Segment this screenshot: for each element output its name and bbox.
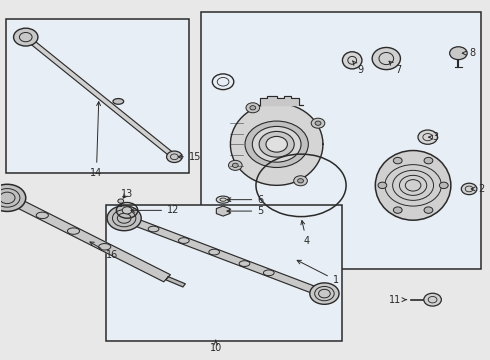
Circle shape [378, 182, 387, 189]
Circle shape [424, 207, 433, 213]
Text: 10: 10 [210, 340, 222, 353]
Text: 4: 4 [301, 221, 310, 246]
Circle shape [310, 283, 339, 304]
Ellipse shape [375, 150, 451, 220]
Text: 12: 12 [131, 205, 179, 215]
Polygon shape [26, 37, 176, 158]
Text: 9: 9 [352, 61, 363, 75]
Text: 16: 16 [90, 242, 119, 260]
Polygon shape [216, 206, 230, 216]
Circle shape [232, 163, 238, 167]
Circle shape [250, 105, 256, 110]
Circle shape [252, 126, 301, 162]
Polygon shape [255, 96, 303, 105]
Circle shape [418, 130, 438, 144]
Circle shape [167, 151, 182, 162]
Circle shape [294, 176, 307, 186]
Ellipse shape [216, 196, 230, 203]
Circle shape [246, 103, 260, 113]
Circle shape [440, 182, 448, 189]
FancyBboxPatch shape [6, 19, 189, 173]
Circle shape [245, 121, 308, 167]
Circle shape [259, 131, 294, 157]
Circle shape [424, 293, 441, 306]
Circle shape [107, 206, 141, 231]
Text: 11: 11 [389, 295, 407, 305]
Circle shape [228, 160, 242, 170]
Ellipse shape [372, 48, 400, 69]
Circle shape [461, 183, 477, 195]
Circle shape [424, 157, 433, 164]
Text: 15: 15 [178, 152, 201, 162]
Polygon shape [230, 103, 323, 185]
Circle shape [393, 207, 402, 213]
Text: 2: 2 [471, 184, 484, 194]
Text: 5: 5 [227, 206, 264, 216]
Circle shape [297, 179, 303, 183]
Polygon shape [121, 214, 328, 297]
Text: 6: 6 [227, 195, 263, 204]
FancyBboxPatch shape [106, 205, 343, 341]
Circle shape [14, 28, 38, 46]
Polygon shape [166, 277, 185, 287]
Circle shape [0, 184, 26, 211]
Text: 3: 3 [429, 132, 439, 142]
Circle shape [266, 136, 288, 152]
Circle shape [118, 199, 123, 203]
Circle shape [393, 157, 402, 164]
FancyBboxPatch shape [201, 12, 481, 269]
Text: 8: 8 [462, 48, 475, 58]
Text: 13: 13 [121, 189, 133, 199]
Ellipse shape [343, 52, 362, 69]
Text: 14: 14 [90, 102, 102, 178]
Ellipse shape [113, 99, 123, 104]
Circle shape [450, 47, 467, 60]
Circle shape [315, 121, 321, 125]
Circle shape [311, 118, 325, 128]
Polygon shape [8, 196, 171, 282]
Text: 1: 1 [297, 260, 339, 285]
Circle shape [122, 207, 132, 214]
Text: 7: 7 [389, 61, 401, 75]
